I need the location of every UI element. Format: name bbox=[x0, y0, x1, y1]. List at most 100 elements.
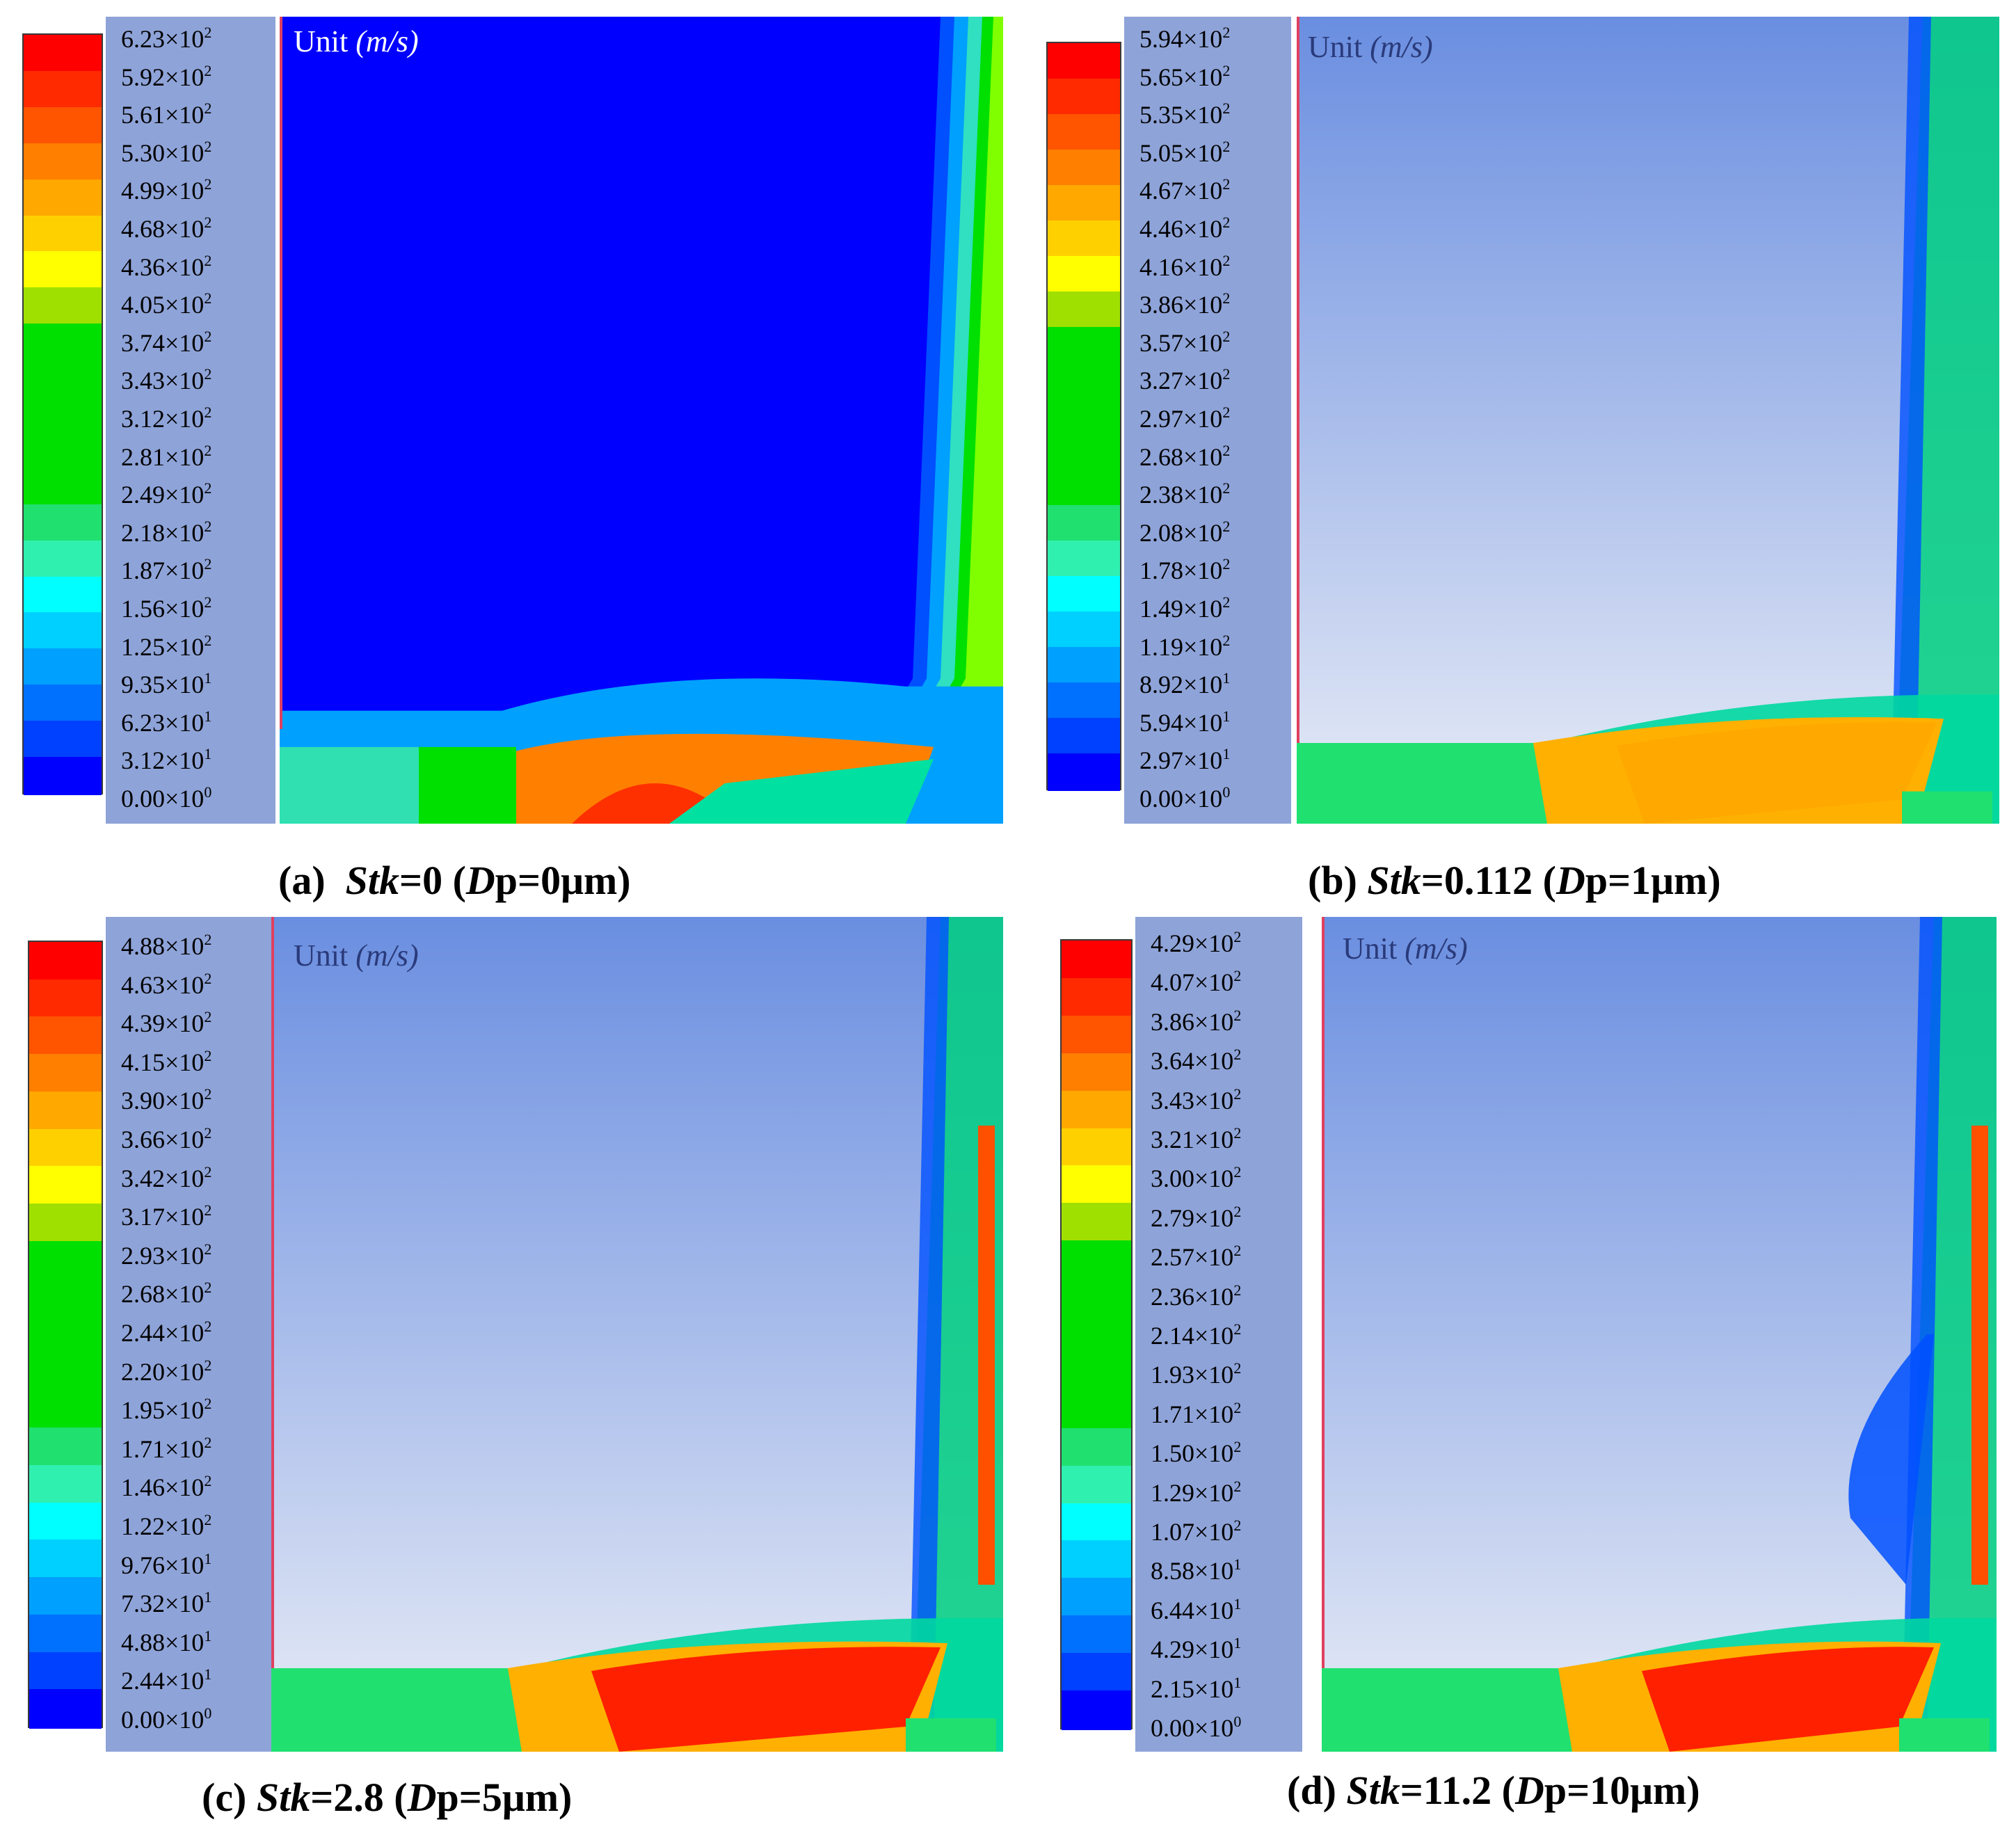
color-bar-segment bbox=[24, 396, 102, 435]
color-bar-segment bbox=[24, 360, 102, 399]
color-bar-segment bbox=[24, 287, 102, 326]
unit-label: Unit (m/s) bbox=[294, 24, 419, 59]
legend-tick-label: 1.95×102 bbox=[121, 1395, 212, 1425]
color-bar-segment bbox=[29, 1502, 102, 1542]
color-bar-segment bbox=[29, 1614, 102, 1654]
color-bar-segment bbox=[1048, 575, 1120, 614]
color-bar-segment bbox=[1062, 1165, 1131, 1206]
color-bar-segment bbox=[1048, 79, 1120, 117]
legend-tick-label: 5.05×102 bbox=[1139, 137, 1231, 167]
legend-background bbox=[106, 917, 271, 1752]
legend-tick-label: 2.97×102 bbox=[1139, 403, 1231, 433]
color-bar-segment bbox=[1048, 717, 1120, 756]
color-bar-segment bbox=[29, 942, 102, 982]
color-bar-segment bbox=[1062, 1128, 1131, 1168]
color-bar-segment bbox=[1048, 150, 1120, 188]
legend-tick-label: 2.79×102 bbox=[1151, 1202, 1242, 1232]
unit-label: Unit (m/s) bbox=[1308, 29, 1433, 65]
color-bar-segment bbox=[1062, 1240, 1131, 1281]
color-bar-segment bbox=[24, 467, 102, 507]
color-bar-segment bbox=[24, 576, 102, 615]
legend-tick-label: 3.43×102 bbox=[1151, 1085, 1242, 1114]
color-bar-segment bbox=[29, 1240, 102, 1281]
color-bar-segment bbox=[1062, 977, 1131, 1018]
legend-tick-label: 5.92×102 bbox=[121, 61, 212, 91]
legend-tick-label: 2.14×102 bbox=[1151, 1320, 1242, 1350]
legend-tick-label: 4.63×102 bbox=[121, 969, 212, 999]
legend-tick-label: 1.19×102 bbox=[1139, 631, 1231, 661]
unit-word: Unit bbox=[1343, 932, 1405, 966]
legend-tick-label: 4.67×102 bbox=[1139, 175, 1231, 205]
legend-tick-label: 3.90×102 bbox=[121, 1085, 212, 1115]
legend-tick-label: 2.44×101 bbox=[121, 1665, 212, 1695]
unit-value: (m/s) bbox=[1370, 30, 1433, 64]
caption-a: (a) Stk=0 (Dp=0μm) bbox=[278, 858, 631, 903]
legend-tick-label: 1.07×102 bbox=[1151, 1517, 1242, 1546]
legend-tick-label: 2.08×102 bbox=[1139, 517, 1231, 547]
legend-tick-label: 6.23×102 bbox=[121, 24, 212, 53]
legend-tick-label: 3.57×102 bbox=[1139, 327, 1231, 357]
color-bar-segment bbox=[29, 1204, 102, 1244]
color-bar-segment bbox=[29, 1689, 102, 1729]
legend-tick-label: 2.44×102 bbox=[121, 1318, 212, 1347]
panel-d: 4.29×102 4.07×102 3.86×102 3.64×102 3.43×102… bbox=[1049, 917, 1998, 1752]
color-bar-segment bbox=[24, 685, 102, 723]
color-bar-segment bbox=[29, 1016, 102, 1057]
color-bar bbox=[28, 941, 103, 1729]
color-bar-segment bbox=[29, 1540, 102, 1580]
legend-tick-label: 2.18×102 bbox=[121, 517, 212, 547]
legend-tick-label: 1.78×102 bbox=[1139, 555, 1231, 585]
color-bar-segment bbox=[1048, 362, 1120, 401]
color-bar-segment bbox=[1062, 1540, 1131, 1581]
legend-tick-label: 3.21×102 bbox=[1151, 1124, 1242, 1153]
legend-tick-label: 3.42×102 bbox=[121, 1162, 212, 1192]
color-bar-segment bbox=[1062, 1615, 1131, 1656]
legend-tick-label: 4.99×102 bbox=[121, 175, 212, 205]
color-bar-segment bbox=[1062, 1015, 1131, 1056]
legend-tick-label: 4.16×102 bbox=[1139, 251, 1231, 281]
color-bar-segment bbox=[29, 979, 102, 1019]
color-bar-segment bbox=[24, 143, 102, 182]
legend-tick-label: 4.29×102 bbox=[1151, 928, 1242, 957]
legend-tick-label: 5.94×102 bbox=[1139, 24, 1231, 53]
legend-tick-label: 4.29×101 bbox=[1151, 1634, 1242, 1664]
color-bar-segment bbox=[1062, 1465, 1131, 1505]
color-bar-segment bbox=[1048, 753, 1120, 792]
color-bar-segment bbox=[24, 70, 102, 110]
color-bar-segment bbox=[1062, 941, 1131, 981]
color-bar-segment bbox=[29, 1652, 102, 1692]
unit-label: Unit (m/s) bbox=[1343, 931, 1468, 966]
legend-tick-label: 4.36×102 bbox=[121, 251, 212, 281]
legend-tick-label: 9.76×101 bbox=[121, 1549, 212, 1579]
panel-c: 4.88×102 4.63×102 4.39×102 4.15×102 3.90×102… bbox=[17, 917, 1005, 1752]
legend-tick-label: 2.81×102 bbox=[121, 441, 212, 471]
color-bar-segment bbox=[29, 1352, 102, 1393]
unit-word: Unit bbox=[1308, 30, 1370, 64]
unit-word: Unit bbox=[294, 24, 356, 58]
legend-tick-label: 2.97×101 bbox=[1139, 745, 1231, 775]
legend-tick-label: 2.57×102 bbox=[1151, 1242, 1242, 1272]
legend-tick-label: 2.38×102 bbox=[1139, 479, 1231, 509]
legend-tick-label: 3.27×102 bbox=[1139, 365, 1231, 395]
legend-tick-label: 1.93×102 bbox=[1151, 1359, 1242, 1389]
color-bar-segment bbox=[24, 323, 102, 362]
caption-c: (c) Stk=2.8 (Dp=5μm) bbox=[202, 1775, 573, 1820]
legend-tick-label: 3.86×102 bbox=[1139, 289, 1231, 319]
color-bar-segment bbox=[24, 721, 102, 760]
color-bar-segment bbox=[29, 1278, 102, 1318]
color-bar-segment bbox=[29, 1128, 102, 1169]
legend-tick-label: 5.65×102 bbox=[1139, 61, 1231, 91]
legend-tick-label: 5.61×102 bbox=[121, 99, 212, 129]
color-bar-segment bbox=[24, 106, 102, 145]
legend-tick-label: 9.35×101 bbox=[121, 669, 212, 699]
legend-tick-label: 4.15×102 bbox=[121, 1046, 212, 1076]
color-bar-segment bbox=[29, 1166, 102, 1206]
color-bar bbox=[1046, 42, 1121, 792]
color-bar-segment bbox=[24, 504, 102, 543]
color-bar-segment bbox=[1062, 1578, 1131, 1618]
unit-word: Unit bbox=[294, 938, 356, 973]
color-bar-segment bbox=[1062, 1090, 1131, 1130]
color-bar-segment bbox=[1062, 1428, 1131, 1469]
color-bar-segment bbox=[1062, 1203, 1131, 1243]
caption-d: (d) Stk=11.2 (Dp=10μm) bbox=[1287, 1768, 1700, 1813]
